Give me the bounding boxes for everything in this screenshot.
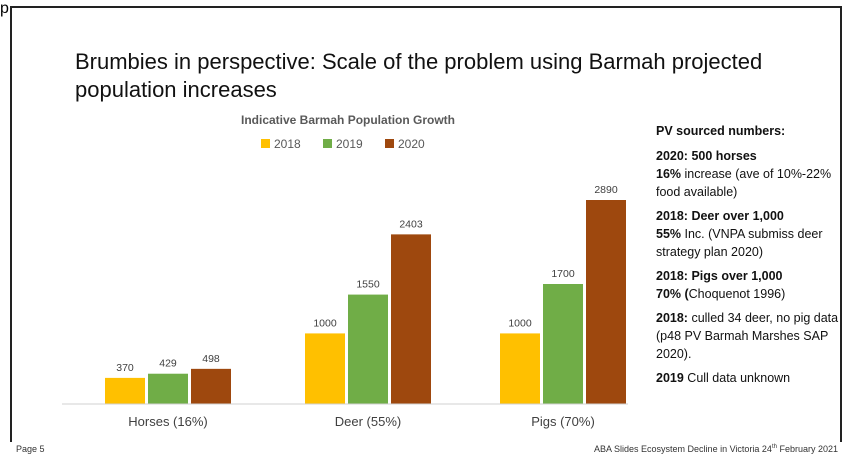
data-label-2019-2: 1700 [551, 268, 575, 280]
bar-2018-0 [105, 377, 145, 404]
population-bar-chart: Indicative Barmah Population Growth 2018… [62, 113, 628, 429]
note-emphasis: 70% ( [656, 287, 689, 301]
bar-2019-1 [348, 294, 388, 404]
chart-bars: 370 429 498 1000 1550 2403 1000 1700 2890 [105, 184, 626, 404]
x-tick-label: Deer (55%) [335, 414, 401, 429]
slide-frame [10, 6, 842, 442]
data-label-2020-1: 2403 [399, 218, 423, 230]
bar-2020-1 [391, 234, 431, 404]
footer-caption-text: ABA Slides Ecosystem Decline in Victoria… [594, 444, 772, 454]
data-label-2019-0: 429 [159, 358, 177, 370]
notes-heading: PV sourced numbers: [656, 124, 786, 138]
note-emphasis: 55% [656, 227, 682, 241]
note-emphasis: 16% [656, 167, 682, 181]
chart-legend: 2018 2019 2020 [261, 137, 425, 151]
data-label-2020-2: 2890 [594, 184, 618, 196]
note-heading: 2020: 500 horses [656, 149, 757, 163]
note-item: 2018: Pigs over 1,000 70% (Choquenot 1996… [656, 267, 846, 303]
legend-swatch-2019 [323, 139, 332, 148]
bar-2019-2 [543, 284, 583, 404]
data-label-2019-1: 1550 [356, 279, 380, 291]
note-text: increase (ave of 10%-22% food available) [656, 167, 832, 199]
legend-swatch-2020 [385, 139, 394, 148]
note-text: Inc. (VNPA submiss deer strategy plan 20… [656, 227, 823, 259]
x-axis-labels: Horses (16%) Deer (55%) Pigs (70%) [128, 414, 595, 429]
legend-label-2018: 2018 [274, 137, 301, 151]
bar-2020-0 [191, 368, 231, 404]
note-heading: 2018: Deer over 1,000 [656, 209, 784, 223]
bar-2018-2 [500, 333, 540, 404]
data-label-2018-0: 370 [116, 362, 134, 374]
bar-2018-1 [305, 333, 345, 404]
note-item: 2018: Deer over 1,000 55% Inc. (VNPA subm… [656, 207, 846, 261]
note-heading: 2019 [656, 371, 684, 385]
data-label-2018-1: 1000 [313, 317, 337, 329]
footer-caption-sup: th [771, 444, 777, 450]
notes-panel: PV sourced numbers: 2020: 500 horses 16% … [656, 122, 846, 393]
notes-list: 2020: 500 horses 16% increase (ave of 10%… [656, 147, 846, 387]
note-item: 2019 Cull data unknown [656, 369, 846, 387]
legend-label-2019: 2019 [336, 137, 363, 151]
data-label-2020-0: 498 [202, 353, 220, 365]
data-label-2018-2: 1000 [508, 317, 532, 329]
note-heading: 2018: [656, 311, 688, 325]
legend-label-2020: 2020 [398, 137, 425, 151]
slide-title: Brumbies in perspective: Scale of the pr… [75, 49, 763, 102]
bar-2019-0 [148, 373, 188, 404]
chart-title: Indicative Barmah Population Growth [241, 113, 455, 127]
x-tick-label: Pigs (70%) [531, 414, 595, 429]
page-number: Page 5 [16, 444, 45, 454]
x-tick-label: Horses (16%) [128, 414, 207, 429]
legend-swatch-2018 [261, 139, 270, 148]
bar-2020-2 [586, 200, 626, 404]
note-text: culled 34 deer, no pig data (p48 PV Barm… [656, 311, 839, 361]
footer-caption: ABA Slides Ecosystem Decline in Victoria… [594, 444, 838, 454]
note-text: Cull data unknown [683, 371, 791, 385]
note-item: 2020: 500 horses 16% increase (ave of 10%… [656, 147, 846, 201]
header-fragment: p [0, 0, 9, 17]
footer-caption-end: February 2021 [776, 444, 838, 454]
note-heading: 2018: Pigs over 1,000 [656, 269, 783, 283]
note-item: 2018: culled 34 deer, no pig data (p48 P… [656, 309, 846, 363]
note-text: Choquenot 1996) [688, 287, 786, 301]
